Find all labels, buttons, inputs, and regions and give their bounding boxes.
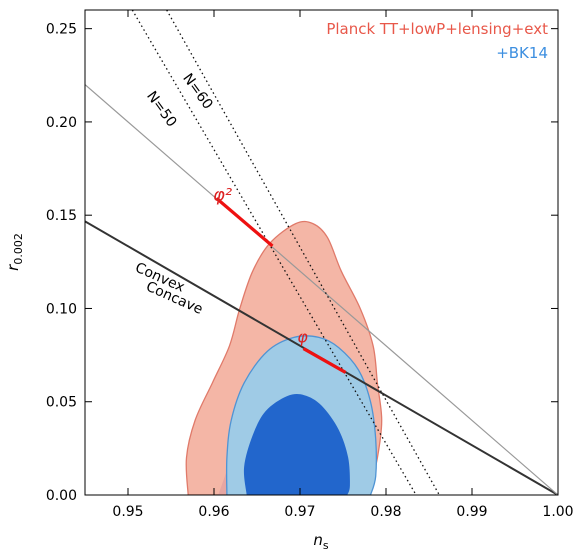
y-tick-label: 0.20: [46, 115, 77, 131]
phi2-segment: [215, 197, 274, 248]
x-axis-label: ns: [313, 531, 329, 552]
label-phi2: φ²: [213, 185, 232, 206]
y-tick-label: 0.05: [46, 395, 77, 411]
n60-line: [166, 10, 440, 495]
y-axis-label-sub: 0.002: [12, 233, 25, 265]
y-axis-label: r0.002: [4, 233, 25, 271]
y-tick-label: 0.10: [46, 301, 77, 317]
legend-entry: +BK14: [496, 44, 548, 62]
lines-layer: [85, 10, 558, 495]
n50-line: [131, 10, 417, 495]
label-phi: φ: [297, 327, 308, 346]
ticks-layer: 0.95 0.96 0.97 0.98 0.99 1.00 0.00 0.05 0.10 0.15…: [46, 10, 574, 520]
x-tick-label: 0.95: [112, 504, 143, 520]
x-tick-label: 1.00: [542, 504, 573, 520]
y-tick-label: 0.00: [46, 488, 77, 504]
x-tick-label: 0.96: [198, 504, 229, 520]
legend-entry: Planck TT+lowP+lensing+ext: [326, 20, 548, 38]
phi2-line: [85, 84, 558, 495]
plot-frame: [84, 9, 559, 496]
phi-segment: [302, 347, 347, 374]
contour-bk14-68: [243, 394, 350, 495]
y-tick-label: 0.15: [46, 208, 77, 224]
y-tick-label: 0.25: [46, 22, 77, 38]
x-tick-label: 0.99: [456, 504, 487, 520]
x-tick-label: 0.98: [370, 504, 401, 520]
legend: Planck TT+lowP+lensing+ext +BK14: [326, 20, 548, 62]
x-tick-label: 0.97: [284, 504, 315, 520]
x-axis-label-sub: s: [323, 539, 329, 552]
